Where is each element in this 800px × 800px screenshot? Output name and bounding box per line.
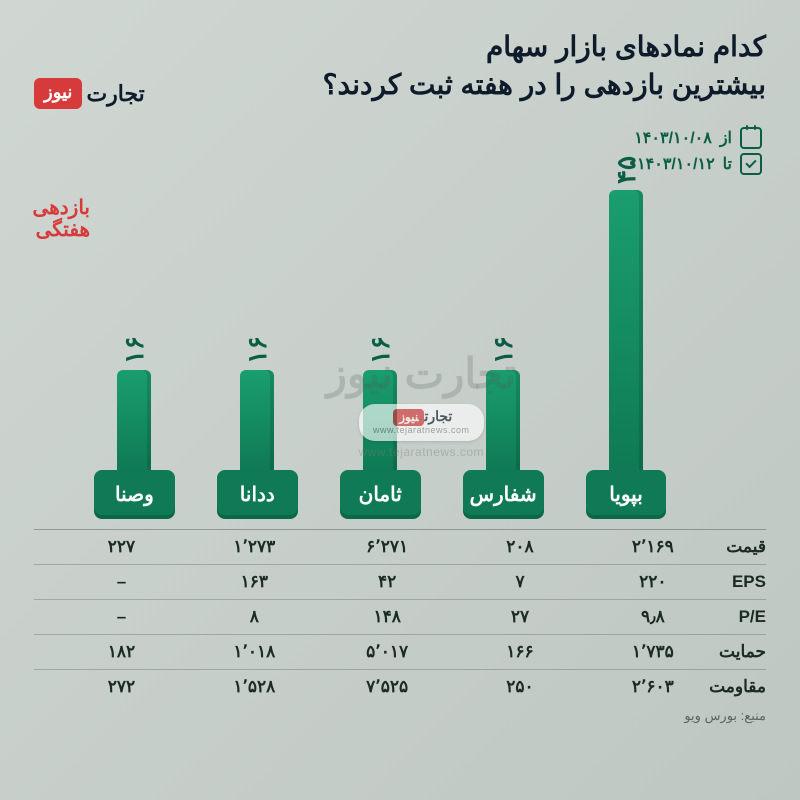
bars-row: ۴۵بپویا۱۶شفارس۱۶ثامان۱۶ددانا۱۶وصنا: [34, 189, 766, 519]
table-row-label: قیمت: [698, 537, 766, 557]
date-from-row: از ۱۴۰۳/۱۰/۰۸: [634, 127, 762, 149]
bar: [240, 370, 274, 470]
bar-column: ۱۶ وصنا: [94, 336, 175, 519]
table-cell: ۲۰۸: [475, 537, 566, 557]
table-cell: ۲٬۱۶۹: [607, 537, 698, 557]
table-cell: ۲۲۰: [607, 572, 698, 592]
date-from-prefix: از: [720, 128, 732, 148]
table-row-label: حمایت: [698, 642, 766, 662]
table-cell: ۴۲: [342, 572, 433, 592]
bar: [609, 190, 643, 470]
date-from-value: ۱۴۰۳/۱۰/۰۸: [634, 128, 712, 148]
bar-column: ۱۶ ددانا: [217, 336, 298, 519]
table-cell: ۷٬۵۲۵: [342, 677, 433, 697]
bar-value-label: ۱۶: [242, 336, 273, 364]
table-cell: ۱۴۸: [342, 607, 433, 627]
logo-word: تجارت: [86, 81, 144, 107]
bar-value-label: ۱۶: [365, 336, 396, 364]
date-to-prefix: تا: [723, 154, 732, 174]
table-cell: ۶٬۲۷۱: [342, 537, 433, 557]
bar-symbol-label: ددانا: [217, 470, 298, 519]
logo-badge: نیوز: [34, 78, 82, 109]
calendar-check-icon: [740, 153, 762, 175]
bar-value-label: ۱۶: [488, 336, 519, 364]
brand-logo: تجارت نیوز: [34, 78, 145, 109]
bar-value-label: ۴۵: [611, 156, 642, 184]
bar: [117, 370, 151, 470]
table-cell: ۱۶۶: [475, 642, 566, 662]
calendar-icon: [740, 127, 762, 149]
table-row: EPS۲۲۰ ۷ ۴۲ ۱۶۳ –: [34, 564, 766, 599]
y-axis-label: بازدهی هفتگی: [36, 197, 90, 241]
table-row-label: P/E: [698, 607, 766, 627]
bar-symbol-label: بپویا: [586, 470, 667, 519]
bar-symbol-label: وصنا: [94, 470, 175, 519]
bar-column: ۱۶ شفارس: [463, 336, 544, 519]
bar-symbol-label: ثامان: [340, 470, 421, 519]
table-cell: –: [76, 572, 167, 592]
table-row-label: مقاومت: [698, 677, 766, 697]
table-cell: ۲۲۷: [76, 537, 167, 557]
table-cell: ۱۸۲: [76, 642, 167, 662]
table-cell: ۹٫۸: [607, 607, 698, 627]
table-row: مقاومت۲٬۶۰۳ ۲۵۰ ۷٬۵۲۵ ۱٬۵۲۸ ۲۷۲: [34, 669, 766, 704]
bar-column: ۱۶ ثامان: [340, 336, 421, 519]
table-cell: ۷: [475, 572, 566, 592]
table-cell: ۲۵۰: [475, 677, 566, 697]
table-cell: ۲٬۶۰۳: [607, 677, 698, 697]
table-cell: ۲۷۲: [76, 677, 167, 697]
bar: [486, 370, 520, 470]
chart-area: بازدهی هفتگی تجارت نیوز تجارتنیوز www.te…: [34, 189, 766, 780]
header: کدام نمادهای بازار سهام بیشترین بازدهی ر…: [34, 28, 766, 109]
table-cell: ۱٬۷۳۵: [607, 642, 698, 662]
table-cell: ۱٬۲۷۳: [209, 537, 300, 557]
table-cell: ۵٬۰۱۷: [342, 642, 433, 662]
table-row: قیمت۲٬۱۶۹ ۲۰۸ ۶٬۲۷۱ ۱٬۲۷۳ ۲۲۷: [34, 529, 766, 564]
table-cell: ۲۷: [475, 607, 566, 627]
table-cell: ۱۶۳: [209, 572, 300, 592]
bar-value-label: ۱۶: [119, 336, 150, 364]
title-block: کدام نمادهای بازار سهام بیشترین بازدهی ر…: [323, 28, 766, 104]
title-line-1: کدام نمادهای بازار سهام: [323, 28, 766, 66]
title-line-2: بیشترین بازدهی را در هفته ثبت کردند؟: [323, 66, 766, 104]
table-cell: ۸: [209, 607, 300, 627]
table-cell: ۱٬۰۱۸: [209, 642, 300, 662]
table-cell: ۱٬۵۲۸: [209, 677, 300, 697]
bar-symbol-label: شفارس: [463, 470, 544, 519]
table-row-label: EPS: [698, 572, 766, 592]
table-row: P/E۹٫۸ ۲۷ ۱۴۸ ۸ –: [34, 599, 766, 634]
source-label: منبع: بورس ویو: [34, 708, 766, 724]
table-row: حمایت۱٬۷۳۵ ۱۶۶ ۵٬۰۱۷ ۱٬۰۱۸ ۱۸۲: [34, 634, 766, 669]
bar-column: ۴۵ بپویا: [586, 156, 667, 519]
table-cell: –: [76, 607, 167, 627]
data-table: قیمت۲٬۱۶۹۲۰۸۶٬۲۷۱۱٬۲۷۳۲۲۷EPS۲۲۰۷۴۲۱۶۳–P/…: [34, 529, 766, 704]
bar: [363, 370, 397, 470]
